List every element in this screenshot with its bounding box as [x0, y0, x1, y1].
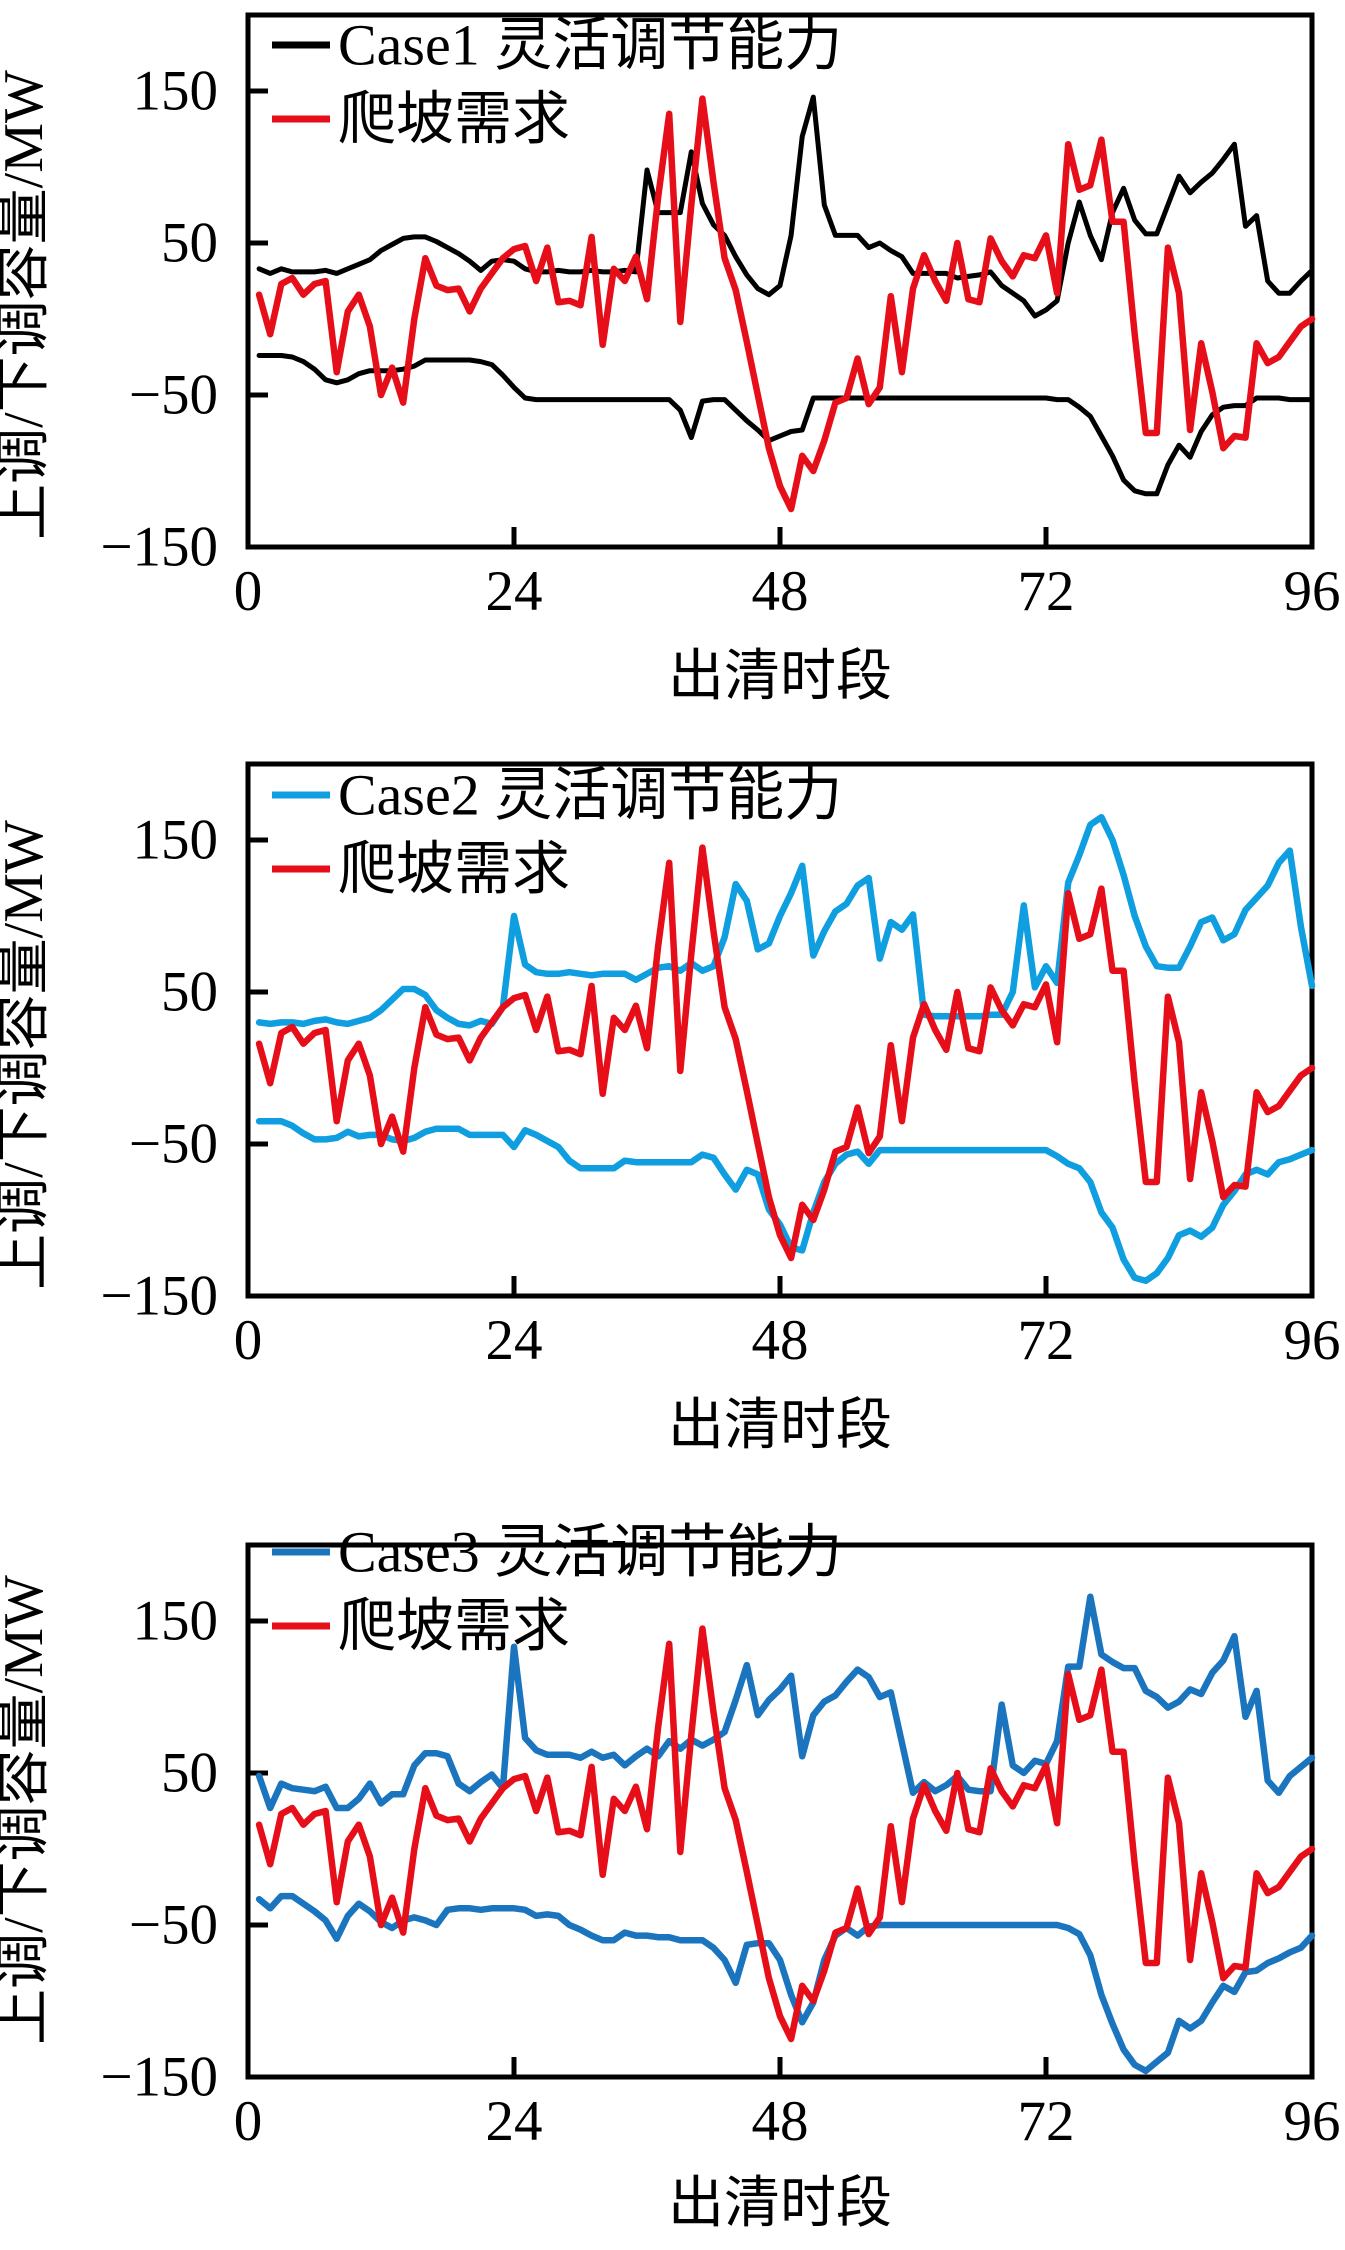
series-case2-down-capacity: [255, 1117, 1316, 1285]
series-ramp-demand: [255, 1625, 1316, 2043]
axes-case2: 150 50 −50 −150 0 24 48 72 96: [100, 761, 1341, 1372]
y-tick-label: 150: [133, 809, 219, 872]
x-tick-label: 72: [1018, 2090, 1075, 2153]
x-tick-label: 0: [234, 1309, 263, 1372]
x-tick-label: 72: [1018, 560, 1075, 623]
x-axis-label: 出清时段: [668, 2173, 892, 2235]
y-tick-label: 50: [161, 1742, 218, 1805]
legend-label-ramp-demand: 爬坡需求: [338, 1594, 570, 1659]
x-tick-label: 96: [1284, 2090, 1341, 2153]
y-tick-label: 150: [133, 1590, 219, 1653]
y-tick-label: −50: [129, 1894, 218, 1957]
y-tick-label: −150: [100, 516, 218, 579]
legend-label-case1: Case1 灵活调节能力: [338, 13, 842, 78]
legend-label-case3: Case3 灵活调节能力: [338, 1520, 842, 1585]
x-axis-label: 出清时段: [668, 646, 892, 708]
chart-case2-canvas: 150 50 −50 −150 0 24 48 72 96 上调/下调容量/MW 出清时段 Ca…: [0, 761, 1341, 1457]
x-tick-label: 0: [234, 2090, 263, 2153]
x-tick-label: 96: [1284, 560, 1341, 623]
series-case1-up-capacity: [256, 94, 1315, 319]
legend: Case2 灵活调节能力 爬坡需求: [272, 763, 842, 902]
y-axis-label: 上调/下调容量/MW: [0, 70, 55, 540]
x-tick-label: 72: [1018, 1309, 1075, 1372]
x-tick-label: 96: [1284, 1309, 1341, 1372]
y-tick-label: 50: [161, 961, 218, 1024]
legend-label-ramp-demand: 爬坡需求: [338, 837, 570, 902]
x-tick-label: 24: [486, 1309, 543, 1372]
axes-case1: 150 50 −50 −150 0 24 48 72 96: [100, 12, 1341, 623]
chart-panel-case1: 150 50 −50 −150 0 24 48 72 96 上调/下调容量/MW 出清时段 Ca…: [0, 0, 1345, 750]
series-ramp-demand: [255, 95, 1316, 513]
y-tick-label: −50: [129, 1113, 218, 1176]
chart-case1-canvas: 150 50 −50 −150 0 24 48 72 96 上调/下调容量/MW 出清时段 Ca…: [0, 12, 1341, 708]
x-tick-label: 48: [752, 2090, 809, 2153]
x-tick-label: 0: [234, 560, 263, 623]
y-tick-label: −150: [100, 1265, 218, 1328]
series-case1-down-capacity: [256, 353, 1315, 497]
legend: Case3 灵活调节能力 爬坡需求: [272, 1520, 842, 1659]
x-tick-label: 24: [486, 2090, 543, 2153]
y-tick-label: −50: [129, 364, 218, 427]
y-axis-label: 上调/下调容量/MW: [0, 820, 55, 1290]
series-case3-down-capacity: [255, 1892, 1316, 2075]
legend-label-case2: Case2 灵活调节能力: [338, 763, 842, 828]
y-tick-label: −150: [100, 2046, 218, 2109]
x-tick-label: 48: [752, 1309, 809, 1372]
legend: Case1 灵活调节能力 爬坡需求: [272, 13, 842, 152]
x-axis-label: 出清时段: [668, 1395, 892, 1457]
x-tick-label: 48: [752, 560, 809, 623]
series-case3-up-capacity: [255, 1593, 1316, 1812]
y-axis-label: 上调/下调容量/MW: [0, 1575, 55, 2045]
y-tick-label: 150: [133, 60, 219, 123]
series-case2-up-capacity: [255, 813, 1316, 1029]
axes-case3: 150 50 −50 −150 0 24 48 72 96: [100, 1542, 1341, 2153]
chart-panel-case2: 150 50 −50 −150 0 24 48 72 96 上调/下调容量/MW 出清时段 Ca…: [0, 750, 1345, 1500]
series-ramp-demand: [255, 844, 1316, 1262]
chart-case3-canvas: 150 50 −50 −150 0 24 48 72 96 上调/下调容量/MW 出清时段 Ca…: [0, 1520, 1341, 2236]
x-tick-label: 24: [486, 560, 543, 623]
legend-label-ramp-demand: 爬坡需求: [338, 87, 570, 152]
chart-panel-case3: 150 50 −50 −150 0 24 48 72 96 上调/下调容量/MW 出清时段 Ca…: [0, 1500, 1345, 2250]
y-tick-label: 50: [161, 212, 218, 275]
